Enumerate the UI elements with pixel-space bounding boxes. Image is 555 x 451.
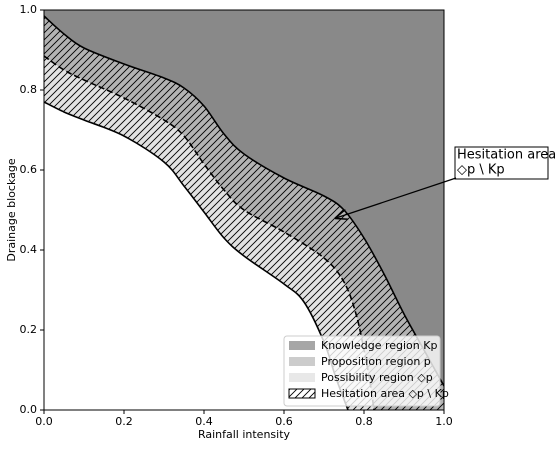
legend-swatch <box>289 357 315 366</box>
annotation-arrow <box>336 177 457 218</box>
y-tick-label: 0.4 <box>20 243 38 256</box>
x-tick-label: 0.8 <box>355 415 373 428</box>
y-axis-label: Drainage blockage <box>5 158 18 261</box>
annotation-text: Hesitation area <box>457 148 555 163</box>
boundary-curve <box>44 15 444 387</box>
annotation-box <box>454 146 549 180</box>
x-tick-label: 0.4 <box>195 415 213 428</box>
knowledge-region <box>44 10 444 386</box>
boundary-curve <box>44 55 375 410</box>
y-tick-label: 1.0 <box>20 3 38 16</box>
y-tick-label: 0.8 <box>20 83 38 96</box>
y-tick-label: 0.2 <box>20 323 38 336</box>
legend-label: Hesitation area ◇p \ Kp <box>321 387 449 400</box>
legend-swatch <box>289 373 315 382</box>
legend-label: Proposition region p <box>321 355 431 368</box>
x-tick-label: 1.0 <box>435 415 453 428</box>
x-tick-label: 0.6 <box>275 415 293 428</box>
x-tick-label: 0.2 <box>115 415 133 428</box>
legend-swatch <box>289 341 315 350</box>
axes-frame <box>43 9 445 411</box>
y-tick-label: 0.6 <box>20 163 38 176</box>
x-tick-label: 0.0 <box>35 415 53 428</box>
legend-label: Knowledge region Kp <box>321 339 437 352</box>
legend-hatch <box>289 389 315 398</box>
legend-box <box>283 335 441 407</box>
legend-label: Possibility region ◇p <box>321 371 433 384</box>
y-tick-label: 0.0 <box>20 403 38 416</box>
x-axis-label: Rainfall intensity <box>198 428 291 441</box>
annotation-text: ◇p \ Kp <box>457 163 505 178</box>
